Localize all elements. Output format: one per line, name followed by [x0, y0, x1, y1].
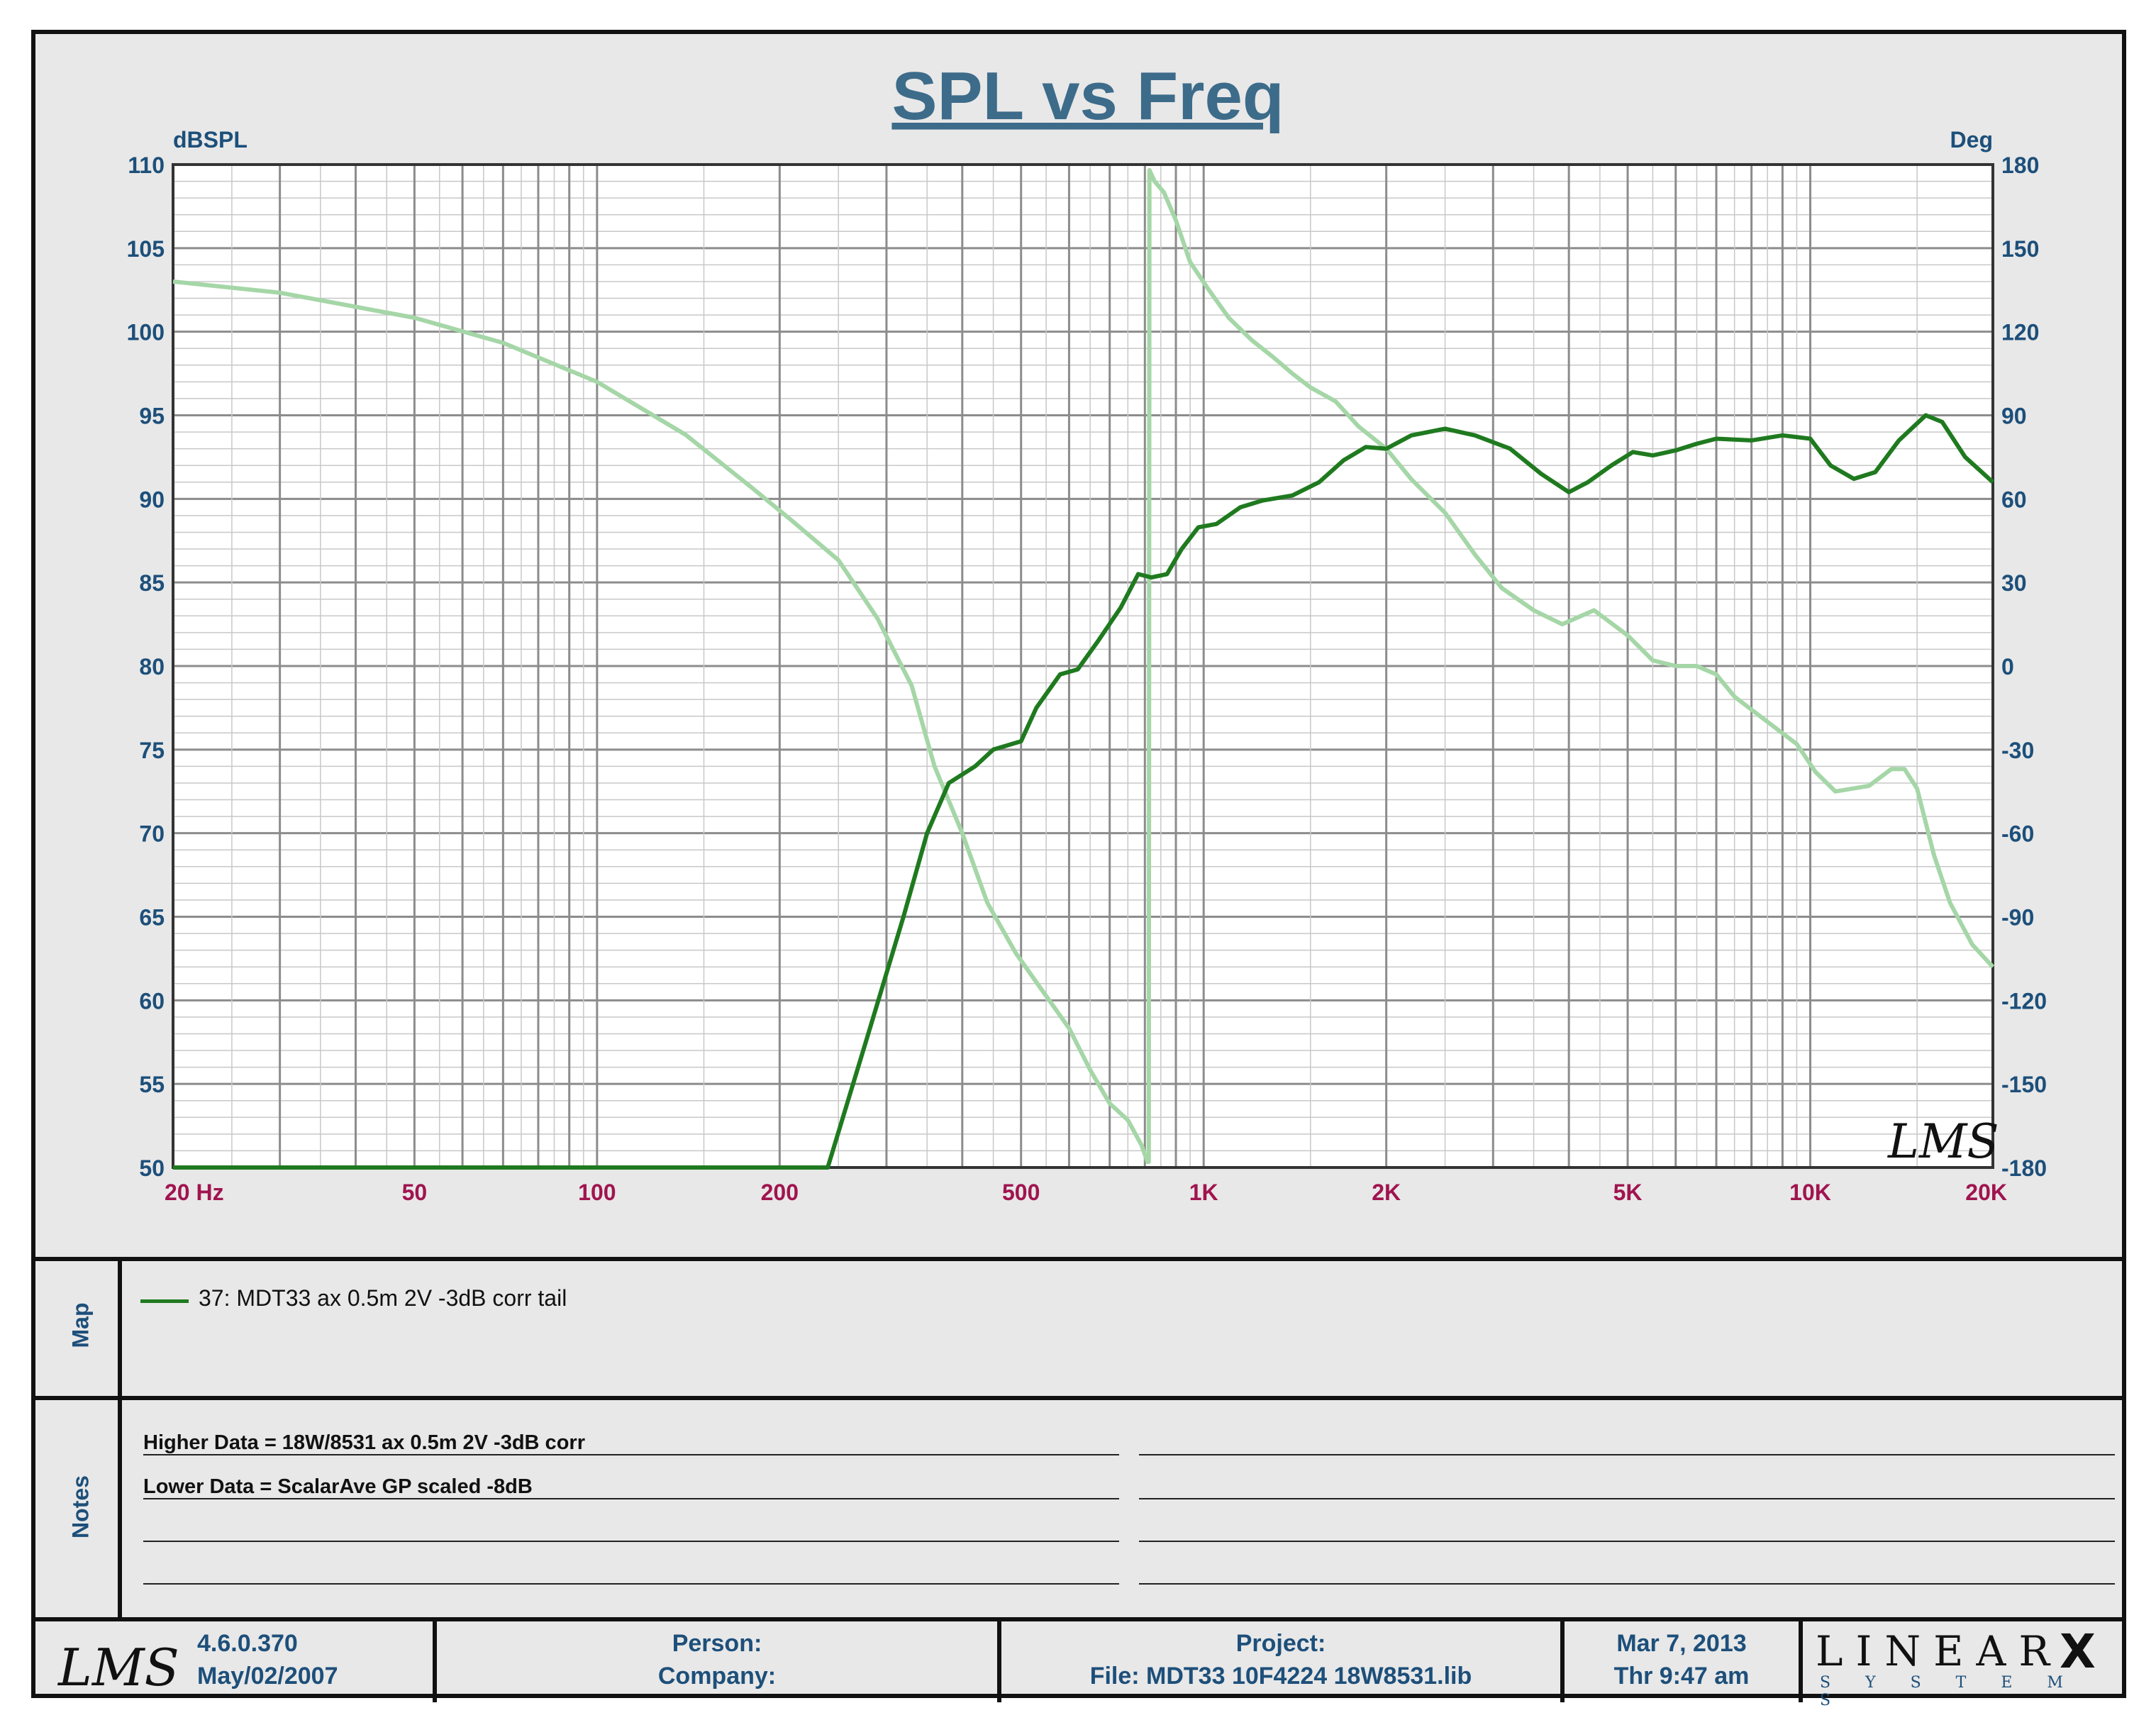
y2-tick-label: 0: [2001, 654, 2014, 680]
notes-rule: [143, 1583, 1119, 1585]
y2-tick-label: -90: [2001, 905, 2034, 931]
version-number: 4.6.0.370: [197, 1630, 298, 1657]
y-axis-title: dBSPL: [173, 127, 248, 152]
notes-panel-label: Notes: [67, 1475, 94, 1538]
y-tick-label: 85: [139, 570, 165, 596]
lms-footer-logo: LMS: [57, 1638, 179, 1697]
map-panel-label: Map: [67, 1302, 94, 1348]
notes-rule: [143, 1498, 1119, 1499]
y-tick-label: 105: [127, 236, 165, 262]
notes-line-2: Lower Data = ScalarAve GP scaled -8dB: [143, 1475, 533, 1498]
notes-line-1: Higher Data = 18W/8531 ax 0.5m 2V -3dB c…: [143, 1431, 585, 1454]
chart-title: SPL vs Freq: [891, 58, 1284, 134]
y2-tick-label: -150: [2001, 1072, 2047, 1097]
lms-chart-logo-text: LMS: [1887, 1114, 1999, 1169]
y-tick-label: 60: [139, 988, 165, 1014]
legend-entry: 37: MDT33 ax 0.5m 2V -3dB corr tail: [199, 1285, 567, 1311]
report-time: Thr 9:47 am: [1613, 1663, 1750, 1690]
y2-tick-label: 180: [2001, 152, 2039, 178]
x-tick-label: 1K: [1189, 1180, 1218, 1205]
y2-tick-label: -120: [2001, 988, 2047, 1014]
x-tick-label: 500: [1002, 1180, 1040, 1205]
series-lines: [172, 167, 1995, 1170]
y-tick-label: 70: [139, 821, 165, 847]
spl-chart: SPL vs Freq dBSPL Deg 110 105 100 95 90 85 80 7…: [127, 58, 2047, 1205]
x-tick-label: 5K: [1613, 1180, 1643, 1205]
y-tick-label: 65: [139, 905, 165, 931]
y-tick-label: 110: [128, 152, 165, 178]
y-tick-label: 80: [139, 654, 165, 680]
x-tick-label: 10K: [1789, 1180, 1831, 1205]
file-label: File: MDT33 10F4224 18W8531.lib: [1089, 1663, 1472, 1690]
version-date: May/02/2007: [197, 1663, 338, 1690]
lms-chart-logo: LMS: [1887, 1114, 1999, 1169]
y2-tick-label: -180: [2001, 1155, 2047, 1181]
x-tick-label: 2K: [1372, 1180, 1401, 1205]
grid: [172, 163, 1994, 1169]
linearx-logo: LINEAR X S Y S T E M S: [1816, 1624, 2113, 1709]
notes-rule: [143, 1541, 1119, 1542]
axis-ticks: 110 105 100 95 90 85 80 75 70 65 60 55 50 180 150 120 90…: [127, 152, 2047, 1205]
y-tick-label: 90: [139, 487, 165, 512]
project-label: Project:: [1235, 1630, 1326, 1657]
y2-tick-label: -60: [2001, 821, 2034, 847]
x-tick-label: 100: [578, 1180, 616, 1205]
notes-rule: [1139, 1541, 2115, 1542]
person-label: Person:: [672, 1630, 762, 1657]
x-tick-label: 20K: [1965, 1180, 2007, 1205]
y-tick-label: 50: [139, 1155, 165, 1181]
notes-rule: [1139, 1498, 2115, 1499]
y-tick-label: 100: [127, 320, 165, 345]
legend-line-swatch: [140, 1299, 189, 1303]
y2-axis-title: Deg: [1950, 127, 1993, 152]
linearx-logo-x: X: [2060, 1624, 2096, 1679]
plot-border: [172, 163, 1994, 1169]
lms-footer-logo-text: LMS: [57, 1638, 179, 1697]
x-tick-label: 50: [402, 1180, 428, 1205]
spl-curve: [173, 413, 1995, 1170]
y-tick-label: 75: [139, 738, 165, 763]
y2-tick-label: -30: [2001, 738, 2034, 763]
y-tick-label: 55: [139, 1072, 165, 1097]
phase-curve: [172, 167, 1995, 1165]
company-label: Company:: [657, 1663, 777, 1690]
linearx-logo-systems: S Y S T E M S: [1820, 1674, 2078, 1709]
y2-tick-label: 60: [2001, 487, 2027, 512]
y-tick-label: 95: [139, 404, 165, 429]
notes-rule: [1139, 1583, 2115, 1585]
report-date: Mar 7, 2013: [1616, 1630, 1747, 1657]
linearx-logo-text: LINEAR: [1816, 1627, 2063, 1675]
y2-tick-label: 120: [2001, 320, 2039, 345]
notes-rule: [143, 1454, 1119, 1455]
report-frame: SPL vs Freq dBSPL Deg 110 105 100 95 90 85 80 7…: [31, 30, 2126, 1709]
y2-tick-label: 150: [2001, 236, 2039, 262]
y2-tick-label: 90: [2001, 404, 2027, 429]
y2-tick-label: 30: [2001, 570, 2027, 596]
x-tick-label: 200: [761, 1180, 799, 1205]
x-tick-label: 20 Hz: [165, 1180, 224, 1205]
notes-rule: [1139, 1454, 2115, 1455]
